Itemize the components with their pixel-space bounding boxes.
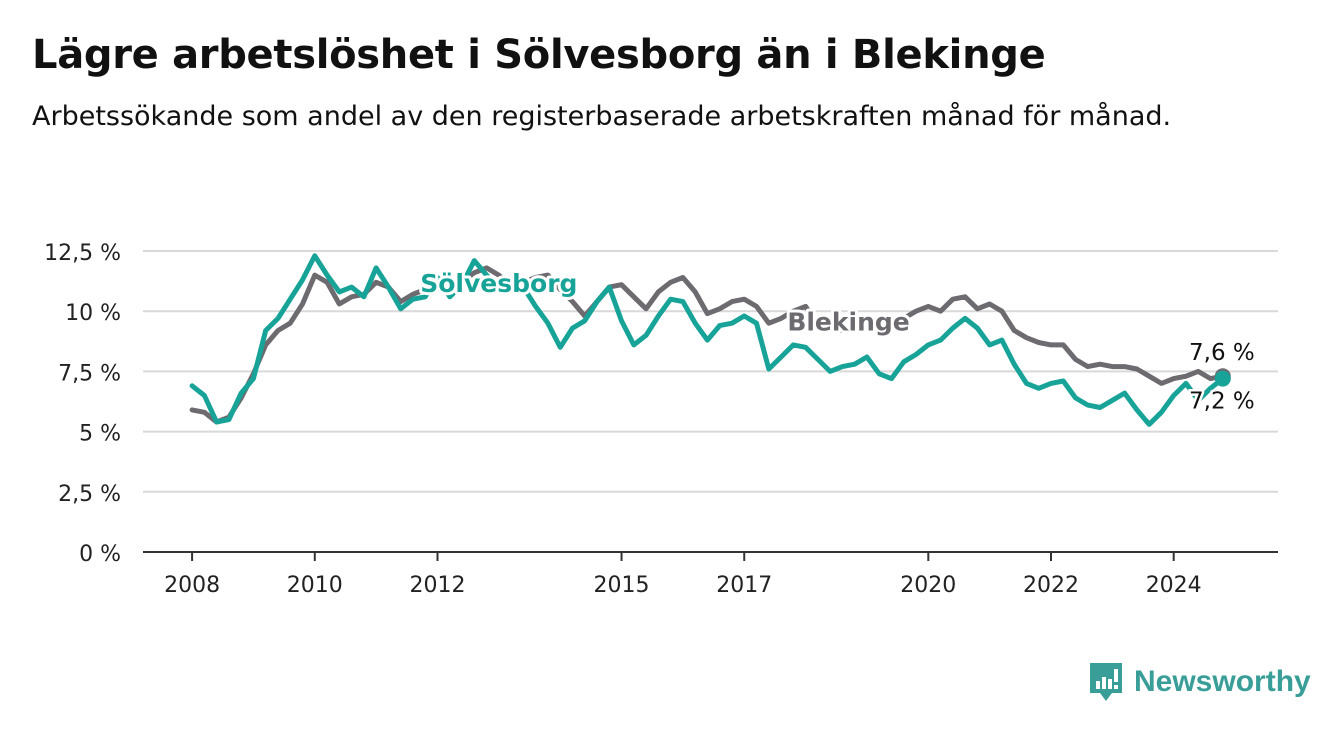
newsworthy-logo-icon (1090, 663, 1122, 701)
y-tick-label: 12,5 % (44, 241, 121, 266)
x-tick-label: 2020 (900, 573, 956, 598)
x-tick-label: 2022 (1023, 573, 1079, 598)
series-end-label: 7,6 % (1189, 340, 1255, 366)
x-tick-label: 2015 (594, 573, 650, 598)
y-tick-label: 0 % (79, 542, 121, 567)
series-end-label: 7,2 % (1189, 389, 1255, 415)
x-tick-label: 2010 (287, 573, 343, 598)
chart-subtitle: Arbetssökande som andel av den registerb… (32, 101, 1172, 132)
y-tick-label: 2,5 % (58, 482, 121, 507)
brand-logo: Newsworthy (1088, 661, 1311, 703)
axes: 0 % 2,5 % 5 % 7,5 % 10 % 12,5 % 2008 2010 2012 20… (44, 241, 1278, 598)
x-tick-label: 2017 (716, 573, 772, 598)
series-lines (189, 253, 1226, 427)
gridlines (143, 250, 1278, 493)
series-label: Blekinge (787, 307, 909, 336)
chart-title: Lägre arbetslöshet i Sölvesborg än i Ble… (32, 32, 1046, 78)
series-line-sölvesborg (189, 253, 1226, 427)
x-tick-label: 2008 (164, 573, 220, 598)
series-end-point (1214, 370, 1231, 387)
y-tick-label: 7,5 % (58, 361, 121, 386)
series-labels: Blekinge Sölvesborg 7,6 % 7,2 % (417, 266, 1257, 417)
series-label: Sölvesborg (420, 269, 577, 298)
y-tick-label: 5 % (79, 422, 121, 447)
y-tick-label: 10 % (65, 301, 121, 326)
x-tick-label: 2024 (1146, 573, 1202, 598)
x-tick-label: 2012 (409, 573, 465, 598)
brand-name: Newsworthy (1134, 665, 1311, 698)
